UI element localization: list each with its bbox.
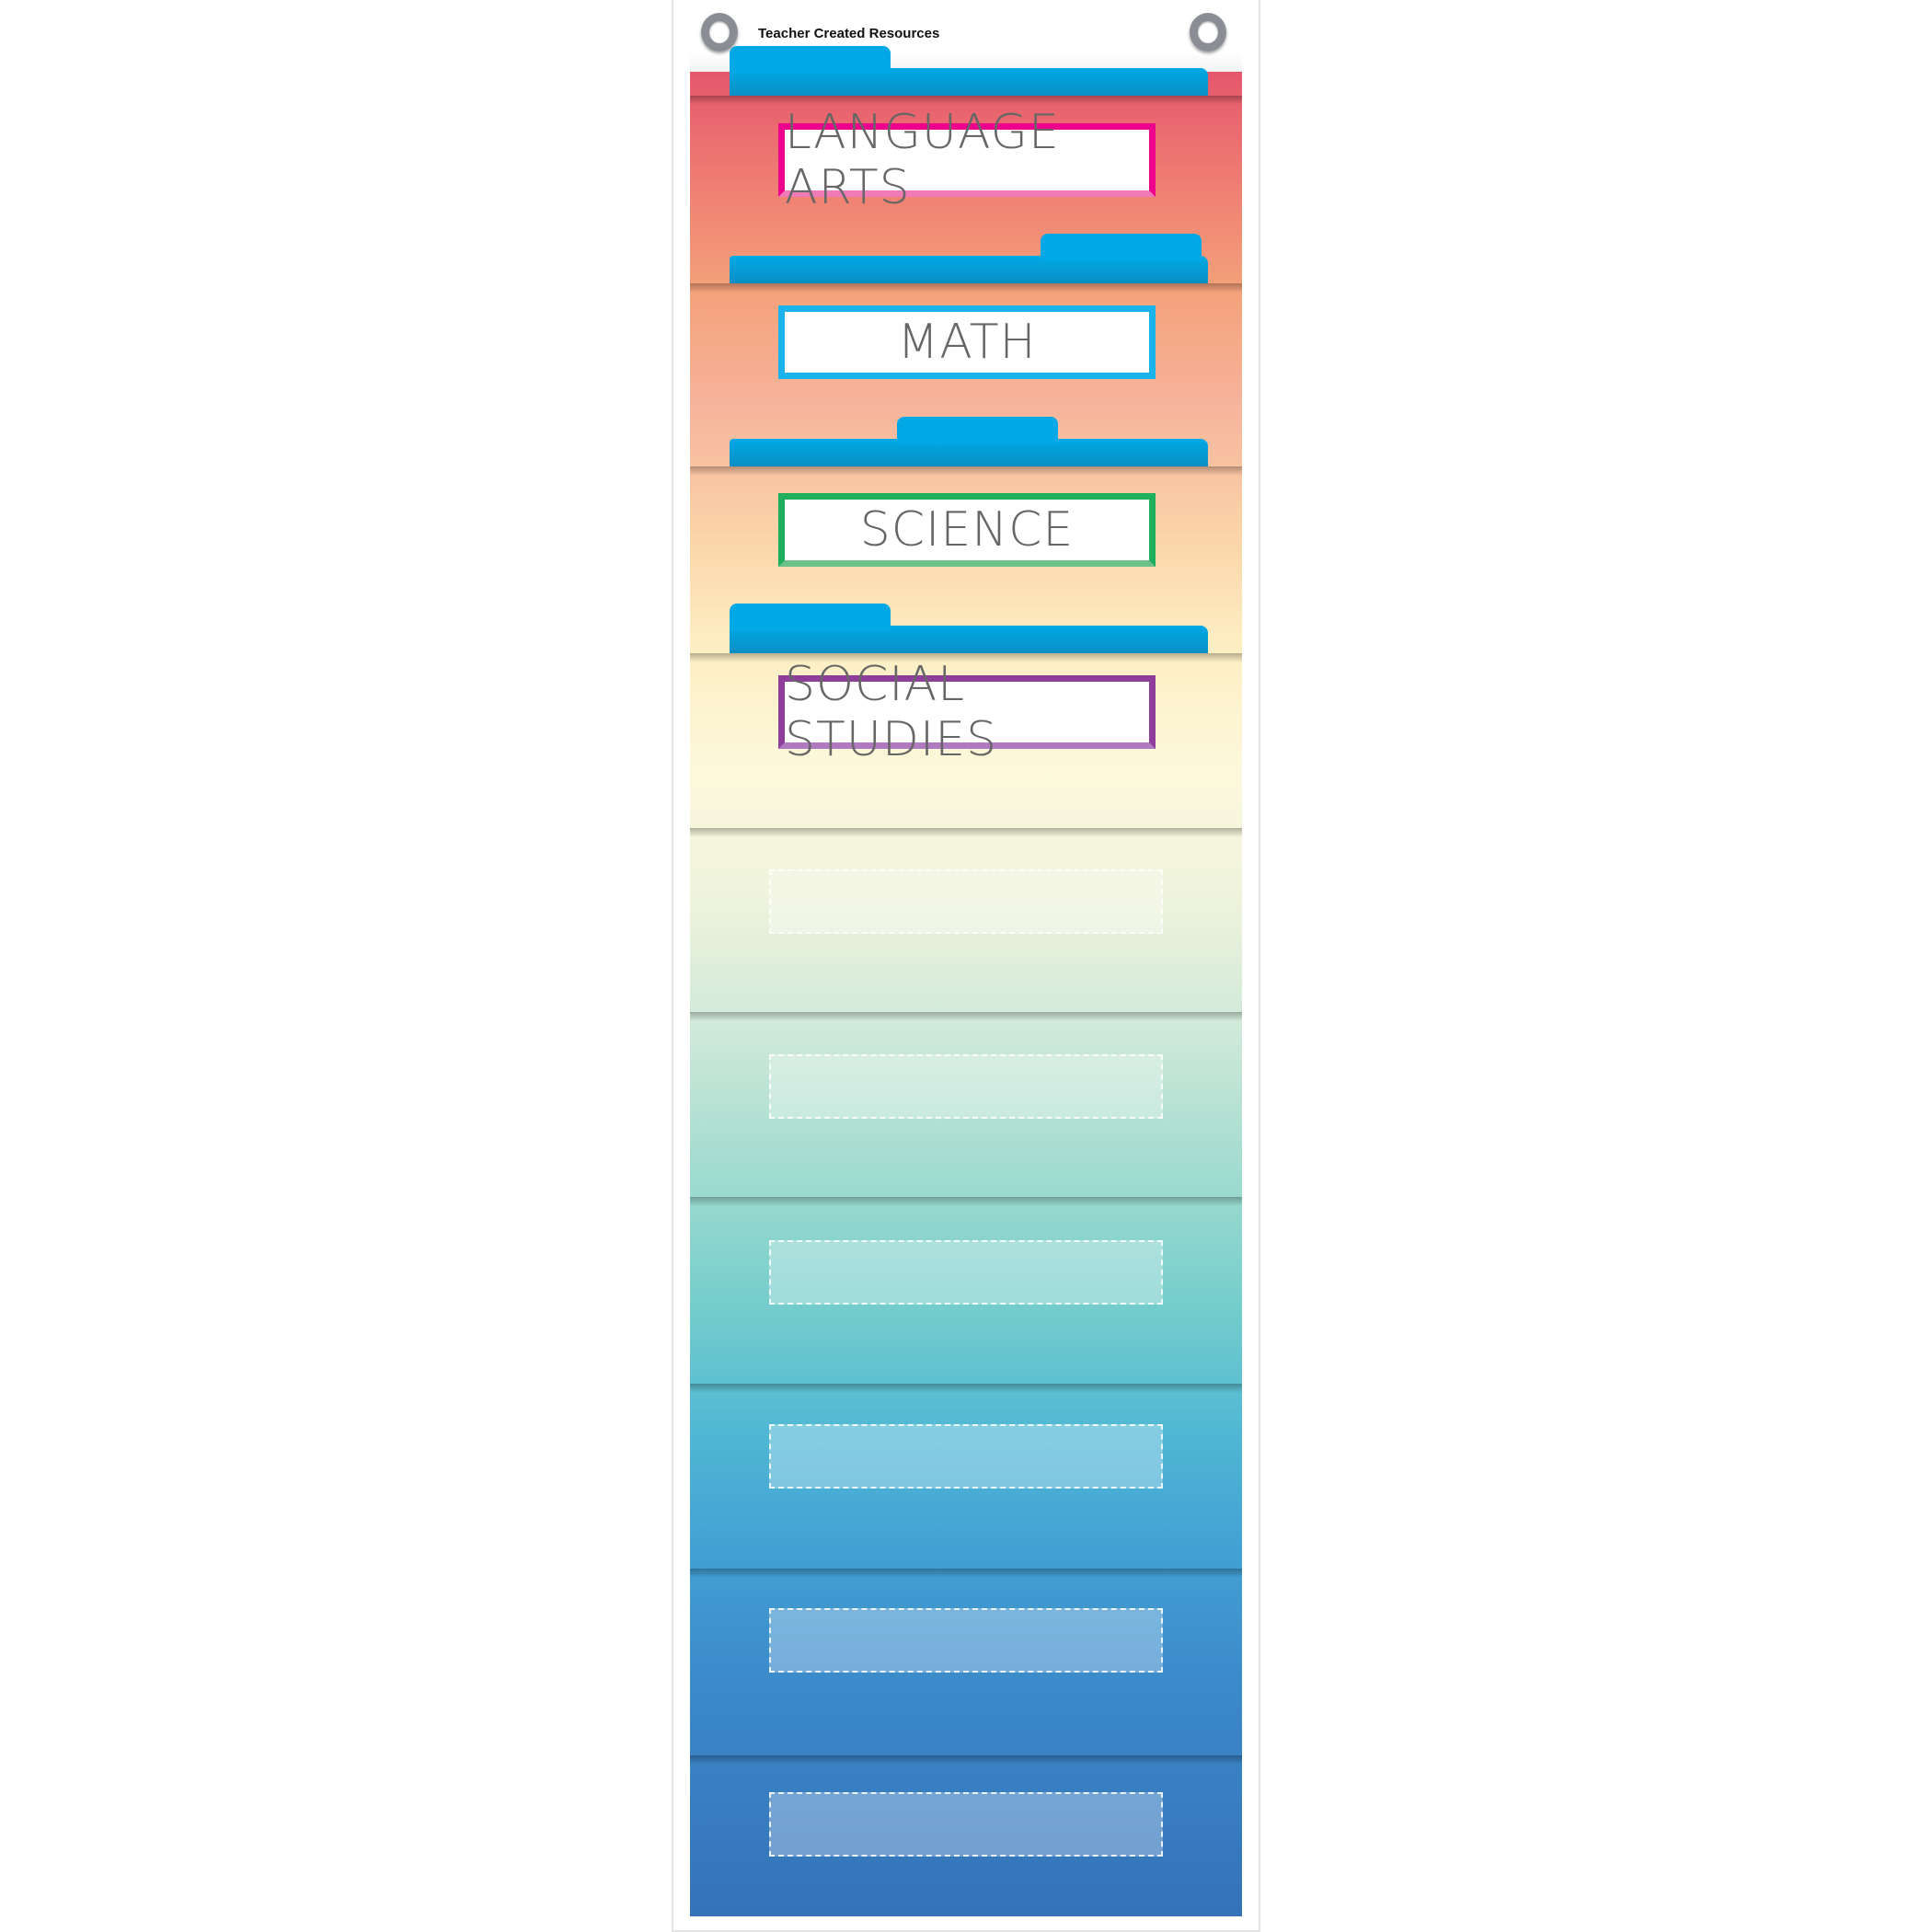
empty-label-slot[interactable] bbox=[769, 1608, 1163, 1673]
pocket-edge bbox=[690, 1197, 1242, 1206]
folder-tab bbox=[730, 604, 891, 631]
file-folder-4[interactable] bbox=[730, 604, 1208, 653]
pocket-edge bbox=[690, 1569, 1242, 1578]
empty-label-slot[interactable] bbox=[769, 1792, 1163, 1857]
pocket-edge bbox=[690, 828, 1242, 837]
brand-logo-text: Teacher Created Resources bbox=[758, 26, 940, 41]
empty-label-slot[interactable] bbox=[769, 1054, 1163, 1119]
file-folder-3[interactable] bbox=[730, 417, 1208, 466]
pocket-edge bbox=[690, 466, 1242, 476]
pocket-edge bbox=[690, 1012, 1242, 1021]
grommet-right-icon bbox=[1190, 13, 1226, 52]
pocket-edge bbox=[690, 1384, 1242, 1393]
label-social-studies: SOCIAL STUDIES bbox=[778, 657, 1156, 767]
empty-label-slot[interactable] bbox=[769, 1424, 1163, 1489]
folder-tab bbox=[730, 46, 891, 74]
file-folder-1[interactable] bbox=[730, 46, 1208, 96]
grommet-left-icon bbox=[701, 13, 738, 52]
file-folder-2[interactable] bbox=[730, 234, 1208, 283]
label-science: SCIENCE bbox=[778, 493, 1156, 567]
label-language-arts: LANGUAGE ARTS bbox=[778, 105, 1156, 215]
folder-tab bbox=[1041, 234, 1202, 261]
pocket-edge bbox=[690, 1755, 1242, 1765]
empty-label-slot[interactable] bbox=[769, 1240, 1163, 1305]
empty-label-slot[interactable] bbox=[769, 869, 1163, 934]
folder-tab bbox=[897, 417, 1058, 444]
pocket-edge bbox=[690, 96, 1242, 105]
label-math: MATH bbox=[778, 305, 1156, 379]
pocket-edge bbox=[690, 653, 1242, 662]
pocket-edge bbox=[690, 283, 1242, 293]
